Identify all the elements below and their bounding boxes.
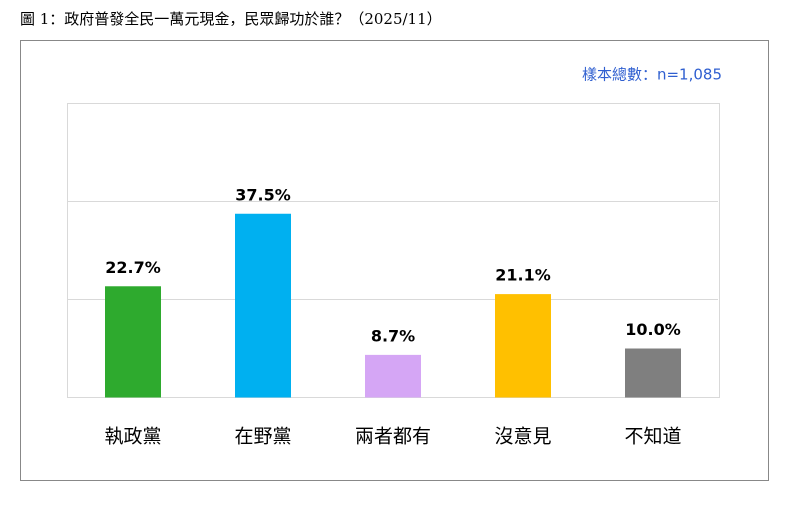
bar bbox=[365, 354, 421, 398]
chart-title: 圖 1：政府普發全民一萬元現金，民眾歸功於誰？（2025/11） bbox=[20, 10, 442, 28]
bar bbox=[105, 286, 161, 398]
x-tick-label: 執政黨 bbox=[104, 426, 161, 448]
bar bbox=[495, 294, 551, 398]
x-tick-label: 在野黨 bbox=[234, 426, 291, 448]
chart-frame bbox=[20, 40, 769, 481]
value-label: 37.5% bbox=[235, 185, 291, 204]
annotation: 樣本總數：n=1,085 bbox=[582, 66, 722, 84]
bar bbox=[235, 213, 291, 398]
x-tick-label: 不知道 bbox=[624, 426, 681, 448]
x-tick-label: 兩者都有 bbox=[355, 426, 431, 448]
value-label: 22.7% bbox=[105, 258, 161, 277]
plot-frame bbox=[67, 103, 720, 398]
x-tick-label: 沒意見 bbox=[494, 426, 551, 448]
value-label: 10.0% bbox=[625, 320, 681, 339]
bar bbox=[625, 348, 681, 398]
value-label: 21.1% bbox=[495, 266, 551, 285]
value-label: 8.7% bbox=[371, 326, 415, 345]
